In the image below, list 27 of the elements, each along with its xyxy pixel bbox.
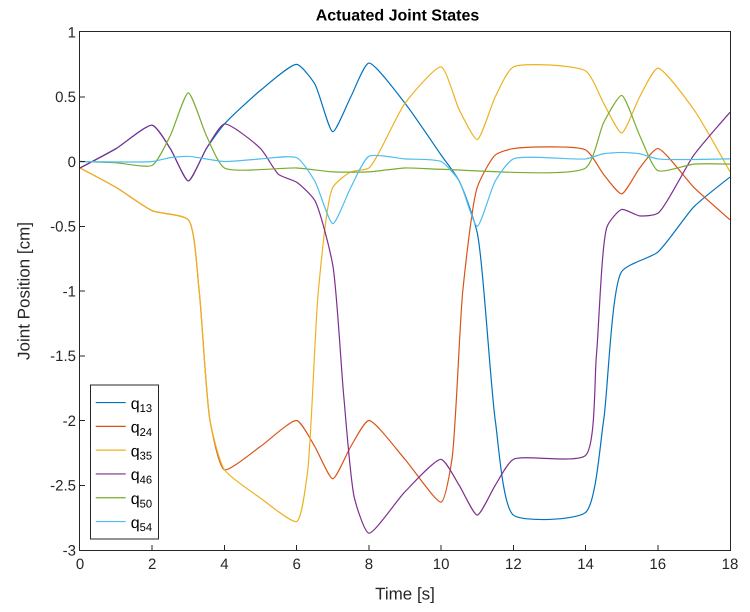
legend-label: q$_{35}$ xyxy=(130,443,152,463)
x-tick-label: 16 xyxy=(649,556,666,573)
y-tick-label: -2.5 xyxy=(50,478,76,494)
x-tick-label: 14 xyxy=(577,556,594,573)
x-tick-label: 18 xyxy=(722,556,738,573)
y-tick-label: 0 xyxy=(68,154,76,171)
y-tick-label: -2 xyxy=(62,412,76,430)
y-tick-label: -0.5 xyxy=(50,218,76,236)
legend-label: q$_{13}$ xyxy=(130,396,152,416)
x-tick-label: 8 xyxy=(364,556,374,573)
legend-label: q$_{50}$ xyxy=(130,490,152,510)
y-axis-title: Joint Position [cm] xyxy=(14,222,34,360)
x-tick-label: 4 xyxy=(220,556,229,573)
x-tick-label: 6 xyxy=(292,556,301,573)
legend-label: q$_{46}$ xyxy=(130,467,152,487)
y-tick-label: 0.5 xyxy=(55,89,76,106)
y-tick-label: 1 xyxy=(68,24,76,42)
y-tick-label: -1 xyxy=(62,283,76,300)
y-tick-label: -1.5 xyxy=(50,348,76,365)
y-tick-label: -3 xyxy=(62,542,76,560)
x-axis-title: Time [s] xyxy=(375,584,435,604)
chart-title: Actuated Joint States xyxy=(316,7,480,24)
legend-label: q$_{54}$ xyxy=(130,514,152,534)
x-tick-label: 12 xyxy=(504,556,522,573)
x-tick-label: 2 xyxy=(148,556,156,573)
x-tick-label: 10 xyxy=(432,556,450,573)
legend-label: q$_{24}$ xyxy=(130,420,152,439)
